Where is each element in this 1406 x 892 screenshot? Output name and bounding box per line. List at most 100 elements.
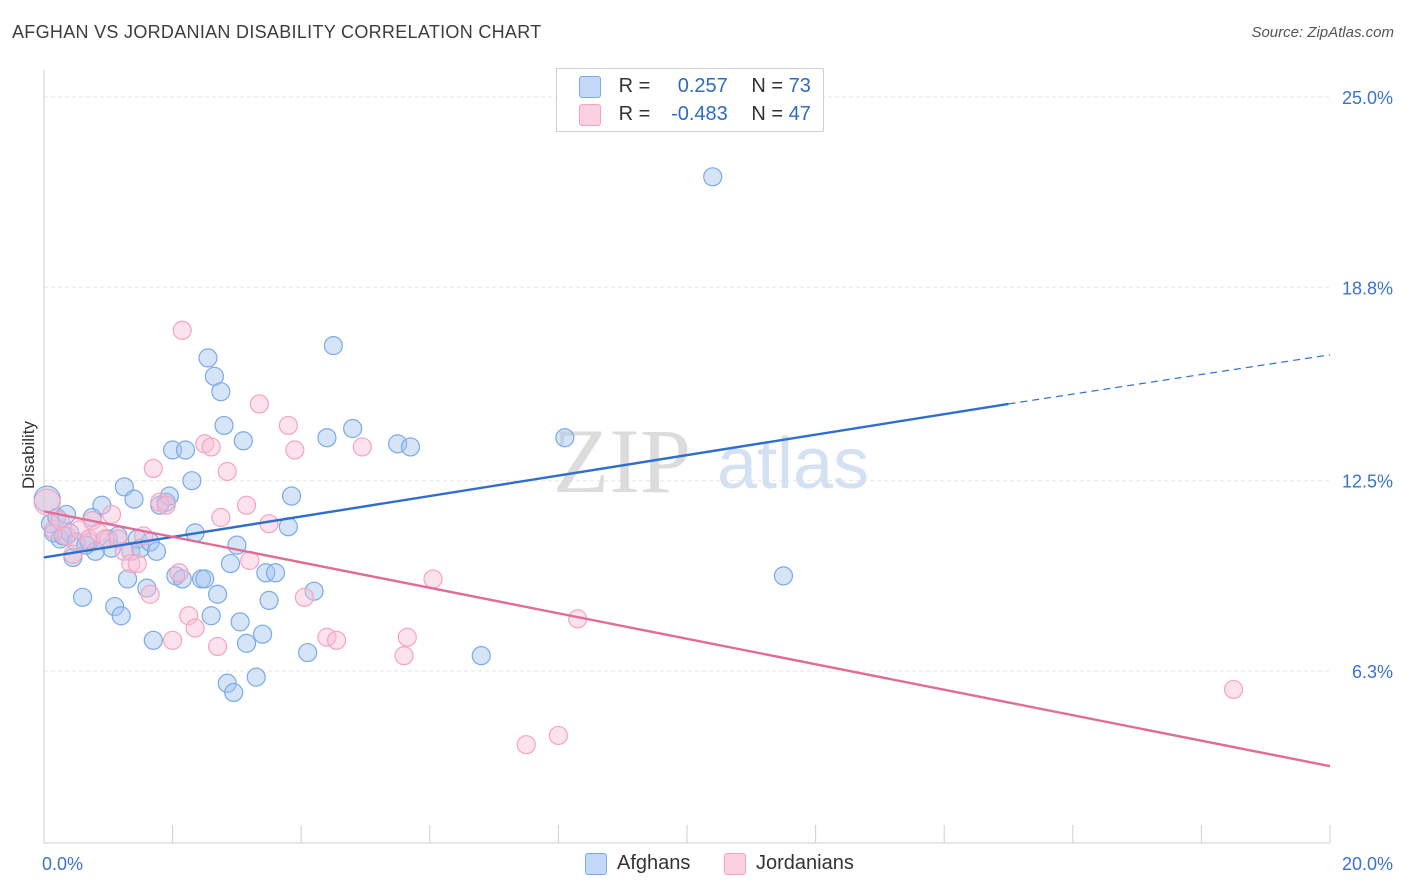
y-tick-label-2: 12.5% (1342, 472, 1393, 492)
bottom-legend-jordanians: Jordanians (724, 852, 854, 875)
afghans-point (281, 486, 302, 506)
afghans-point (400, 437, 421, 457)
jordanians-point (423, 569, 443, 589)
afghans-point (259, 590, 279, 611)
jordanians-point (217, 461, 237, 482)
series-jordanians-points (33, 320, 1244, 755)
stats-legend: R = 0.257 N = 73 R = -0.483 N = 47 (556, 68, 824, 132)
chart-title: AFGHAN VS JORDANIAN DISABILITY CORRELATI… (12, 22, 542, 42)
jordanians-point (208, 636, 228, 657)
grid-lines (44, 96, 1330, 672)
afghans-point (182, 471, 202, 491)
jordanians-point (169, 563, 189, 583)
jordanians-point (101, 504, 122, 525)
y-tick-label-0: 25.0% (1342, 88, 1393, 108)
afghans-point (201, 606, 221, 626)
jordanians-point (163, 630, 183, 650)
afghans-point (233, 431, 253, 451)
afghans-point (323, 336, 343, 356)
jordanians-point (211, 507, 231, 528)
jordanians-point (285, 440, 305, 460)
afghans-point (265, 563, 286, 583)
afghans-point (298, 642, 318, 663)
afghans-point (230, 612, 250, 632)
tick-labels: 25.0% 18.8% 12.5% 6.3% 0.0% 20.0% (42, 88, 1393, 874)
trend-lines (43, 354, 1331, 768)
afghans-point (773, 566, 794, 586)
legend-n-label: N = (751, 103, 784, 125)
bottom-legend-swatch-afghans (585, 852, 607, 875)
x-tick-label-0: 0.0% (42, 854, 83, 874)
afghans-point (471, 646, 491, 666)
afghans-point (555, 428, 575, 448)
legend-n-label: N = (751, 75, 784, 97)
jordanians-point (108, 529, 128, 549)
watermark-atlas: atlas (717, 424, 869, 504)
afghans-point (236, 633, 257, 653)
afghans-point (72, 587, 93, 607)
afghans-point (256, 563, 276, 583)
jordanians-point (236, 495, 257, 515)
afghans-point (224, 682, 244, 703)
legend-n-value-afghans: 73 (788, 75, 811, 97)
jordanians-point (172, 320, 192, 340)
jordanians-point (140, 584, 160, 604)
jordanians-point (179, 606, 199, 626)
trend-line-jordanians (43, 510, 1331, 768)
jordanians-point (79, 529, 99, 549)
afghans-point (304, 581, 324, 601)
legend-r-label: R = (618, 103, 651, 125)
watermark-zip: ZIP (553, 410, 691, 512)
legend-r-value-afghans: 0.257 (677, 75, 728, 97)
jordanians-point (294, 587, 315, 607)
afghans-point (220, 553, 241, 574)
afghans-point (211, 382, 231, 402)
afghans-point (253, 624, 273, 644)
jordanians-point (143, 458, 163, 479)
afghans-point (214, 415, 234, 436)
jordanians-point (1223, 679, 1244, 700)
afghans-point (117, 569, 138, 589)
x-tick-label-1: 20.0% (1342, 854, 1393, 874)
watermark: ZIP atlas (553, 410, 869, 512)
trend-line-afghans-extension (1008, 354, 1331, 405)
jordanians-point (326, 630, 347, 650)
axes (43, 70, 1331, 844)
legend-r-value-jordanians: -0.483 (671, 103, 728, 125)
y-tick-label-3: 6.3% (1352, 662, 1393, 682)
legend-n-value-jordanians: 47 (788, 103, 811, 125)
bottom-legend-afghans: Afghans (585, 852, 690, 875)
trend-line-afghans (43, 402, 1009, 559)
source-credit: Source: ZipAtlas.com (1251, 24, 1394, 41)
afghans-point (246, 667, 266, 687)
y-tick-label-1: 18.8% (1342, 278, 1393, 298)
afghans-point (343, 418, 363, 439)
jordanians-point (548, 725, 569, 746)
jordanians-point (278, 415, 298, 436)
legend-row-afghans: R = 0.257 N = 73 (579, 75, 811, 99)
jordanians-point (249, 394, 270, 414)
jordanians-point (516, 735, 536, 755)
afghans-point (198, 348, 218, 368)
jordanians-point (121, 553, 141, 574)
afghans-point (175, 440, 196, 460)
jordanians-point (156, 495, 176, 515)
afghans-point (208, 584, 228, 604)
y-axis-label: Disability (19, 420, 38, 489)
afghans-point (143, 630, 163, 650)
bottom-legend-label-afghans: Afghans (617, 852, 691, 874)
jordanians-point (201, 437, 221, 457)
afghans-point (111, 606, 131, 626)
jordanians-point (33, 488, 61, 516)
bottom-legend-label-jordanians: Jordanians (756, 852, 854, 874)
afghans-point (317, 428, 337, 448)
legend-swatch-afghans (579, 75, 601, 98)
afghans-point (146, 541, 167, 561)
legend-swatch-jordanians (579, 103, 601, 126)
jordanians-point (352, 437, 372, 457)
jordanians-point (127, 553, 147, 574)
jordanians-point (394, 646, 414, 666)
afghans-point (124, 489, 144, 509)
legend-row-jordanians: R = -0.483 N = 47 (579, 103, 811, 127)
bottom-legend-swatch-jordanians (724, 852, 746, 875)
